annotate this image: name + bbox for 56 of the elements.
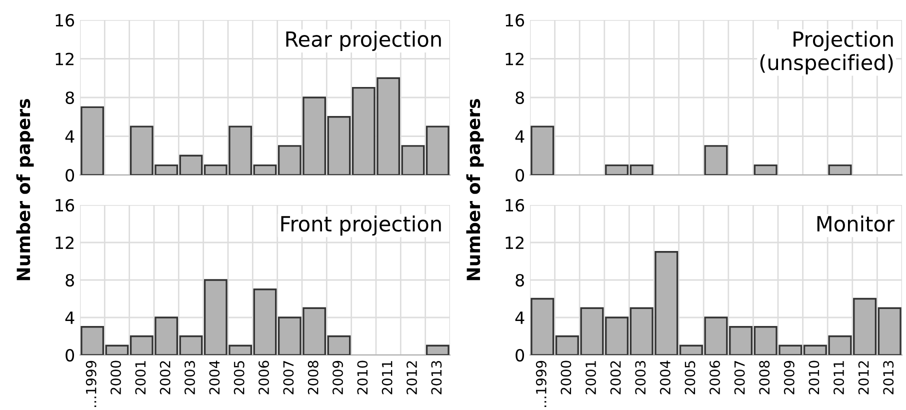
y-tick-label: 16	[56, 198, 74, 212]
y-tick-label: 8	[66, 91, 74, 104]
x-tick-label: 2001	[586, 361, 596, 394]
x-tick-label: 2013	[431, 360, 442, 394]
chart-title: Front projection	[281, 216, 441, 236]
x-tick-label: ...1999	[536, 360, 546, 407]
x-tick-label: 2011	[834, 361, 844, 394]
y-tick-label: 4	[515, 130, 524, 143]
y-tick-label: 4	[65, 130, 74, 143]
x-tick-label: 2003	[635, 360, 646, 394]
x-tick-label: 2002	[160, 361, 170, 394]
x-tick-label: 2004	[209, 360, 220, 394]
x-tick-label: 2011	[382, 361, 392, 394]
y-axis-title: Number of papers	[16, 99, 34, 280]
x-tick-label: 2007	[283, 361, 294, 394]
x-tick-label: 2009	[332, 360, 344, 394]
y-tick-label: 0	[66, 168, 74, 182]
x-tick-label: 2007	[734, 361, 745, 394]
y-tick-label: 16	[506, 198, 524, 212]
y-tick-label: 12	[506, 236, 524, 249]
y-tick-label: 4	[515, 312, 524, 324]
x-tick-label: 2002	[610, 361, 621, 394]
y-tick-label: 8	[516, 274, 524, 287]
x-tick-label: 2012	[858, 361, 869, 394]
x-tick-label: ...1999	[86, 360, 96, 407]
x-tick-label: 2003	[184, 360, 196, 394]
x-tick-label: 2006	[710, 360, 720, 394]
y-tick-label: 8	[66, 274, 74, 287]
x-tick-label: 2010	[808, 360, 820, 394]
y-tick-label: 16	[506, 14, 524, 27]
x-tick-label: 2013	[883, 360, 894, 394]
y-tick-label: 12	[506, 52, 524, 66]
y-tick-label: 0	[516, 168, 524, 182]
y-tick-label: 0	[66, 348, 74, 362]
text: Projection (unspecified)	[760, 30, 893, 74]
chart-title: Monitor	[817, 216, 895, 232]
y-tick-label: 0	[516, 348, 524, 362]
x-tick-label: 2000	[560, 360, 572, 394]
y-tick-label: 8	[516, 91, 524, 104]
y-tick-label: 4	[65, 312, 74, 324]
x-tick-label: 2004	[660, 360, 670, 394]
x-tick-label: 2005	[234, 361, 244, 394]
x-tick-label: 2010	[357, 360, 368, 394]
x-tick-label: 2005	[684, 361, 696, 394]
x-tick-label: 2008	[759, 360, 770, 394]
x-tick-label: 2000	[110, 360, 122, 394]
y-tick-label: 16	[56, 14, 74, 27]
x-tick-label: 2012	[406, 361, 418, 394]
x-tick-label: 2009	[784, 360, 794, 394]
x-tick-label: 2008	[308, 360, 318, 394]
text: Rear projection	[286, 30, 441, 52]
x-tick-label: 2006	[258, 360, 270, 394]
x-tick-label: 2001	[135, 361, 146, 394]
y-axis-title: Number of papers	[466, 99, 484, 280]
y-tick-label: 12	[56, 236, 74, 249]
y-tick-label: 12	[56, 52, 74, 66]
